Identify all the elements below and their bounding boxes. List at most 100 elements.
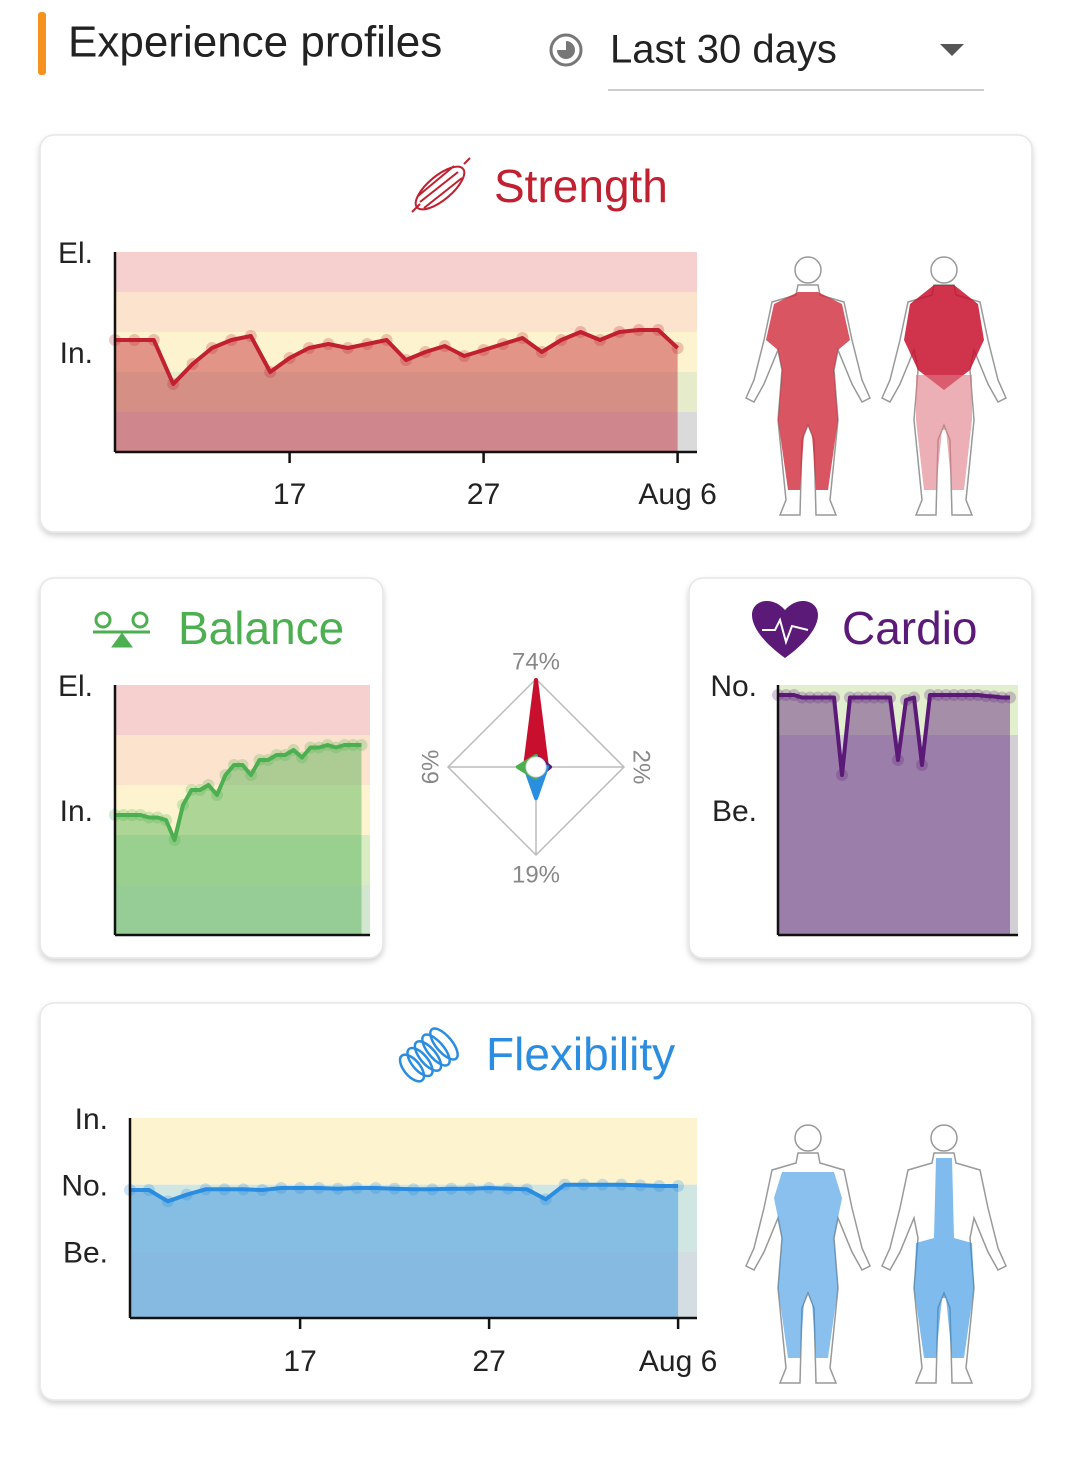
point (860, 691, 872, 704)
point (812, 691, 824, 704)
point (142, 1184, 155, 1196)
point (828, 691, 840, 704)
point (341, 342, 354, 354)
point (852, 691, 864, 704)
point (577, 1178, 590, 1191)
point (419, 346, 432, 358)
point (632, 324, 645, 336)
point (206, 342, 218, 354)
level-band (115, 835, 370, 885)
point (253, 754, 266, 766)
point (458, 350, 471, 362)
level-band (115, 885, 370, 935)
y-tick-label: No. (710, 670, 757, 703)
y-tick-label: El. (58, 237, 93, 270)
point (613, 326, 626, 338)
point (426, 1183, 439, 1196)
point (355, 739, 368, 751)
strength-body-back (881, 256, 1007, 516)
point (940, 689, 952, 701)
point (477, 344, 490, 356)
point (303, 342, 315, 354)
header-accent (38, 12, 46, 75)
point (199, 1183, 212, 1196)
card-title: Flexibility (486, 1028, 675, 1080)
point (186, 358, 199, 370)
point (219, 769, 232, 781)
level-band (115, 372, 697, 412)
point (653, 1180, 666, 1192)
point (126, 809, 138, 821)
point (361, 338, 374, 350)
line (778, 693, 1010, 777)
point (194, 784, 206, 796)
point (331, 1182, 344, 1195)
point (535, 346, 548, 358)
period-select[interactable]: Last 30 days (610, 28, 837, 72)
cardio-icon-pulse (762, 617, 809, 646)
point (876, 691, 888, 704)
point (244, 330, 257, 342)
point (287, 744, 300, 756)
point (400, 354, 412, 366)
strength-body-front (745, 256, 871, 516)
dropdown-arrow[interactable] (940, 44, 964, 56)
level-band (778, 885, 1018, 935)
point (820, 691, 832, 704)
point (185, 784, 198, 796)
level-band (778, 835, 1018, 885)
point (594, 334, 606, 346)
point (615, 1178, 628, 1191)
x-tick-label: 27 (472, 1345, 505, 1378)
point (671, 342, 684, 354)
point (924, 689, 936, 701)
point (296, 751, 308, 764)
point (211, 789, 223, 801)
point (964, 689, 976, 701)
point (407, 1183, 420, 1196)
point (151, 811, 164, 824)
point (892, 754, 904, 766)
point (884, 691, 896, 704)
point (672, 1180, 685, 1192)
y-tick-label: El. (58, 670, 93, 703)
point (438, 340, 451, 352)
point (868, 691, 880, 704)
card-title: Strength (494, 160, 668, 212)
flexibility-body-front (745, 1124, 871, 1384)
point (836, 769, 848, 781)
x-tick-label: Aug 6 (639, 1345, 717, 1378)
level-band (130, 1251, 697, 1318)
level-band (115, 785, 370, 835)
point (294, 1182, 307, 1194)
point (160, 814, 172, 826)
point (180, 1188, 193, 1201)
point (555, 334, 568, 346)
flexibility-icon (398, 1027, 459, 1083)
point (177, 799, 189, 811)
point (313, 1182, 325, 1194)
y-tick-label: No. (61, 1170, 108, 1203)
point (161, 1195, 174, 1208)
point (596, 1178, 609, 1191)
area (778, 695, 1010, 935)
level-band (115, 412, 697, 452)
point (796, 691, 808, 704)
level-band (778, 785, 1018, 835)
point (237, 1183, 250, 1196)
card-title: Balance (178, 602, 344, 654)
point (539, 1193, 552, 1206)
point (980, 690, 992, 702)
point (932, 689, 944, 701)
balance-icon (93, 611, 150, 648)
x-tick-label: 17 (283, 1345, 316, 1378)
point (218, 1183, 231, 1196)
x-tick-label: 27 (467, 478, 500, 511)
point (996, 691, 1008, 704)
level-band (130, 1184, 697, 1252)
point (780, 689, 792, 701)
point (900, 694, 912, 706)
point (574, 326, 587, 338)
point (516, 332, 529, 344)
